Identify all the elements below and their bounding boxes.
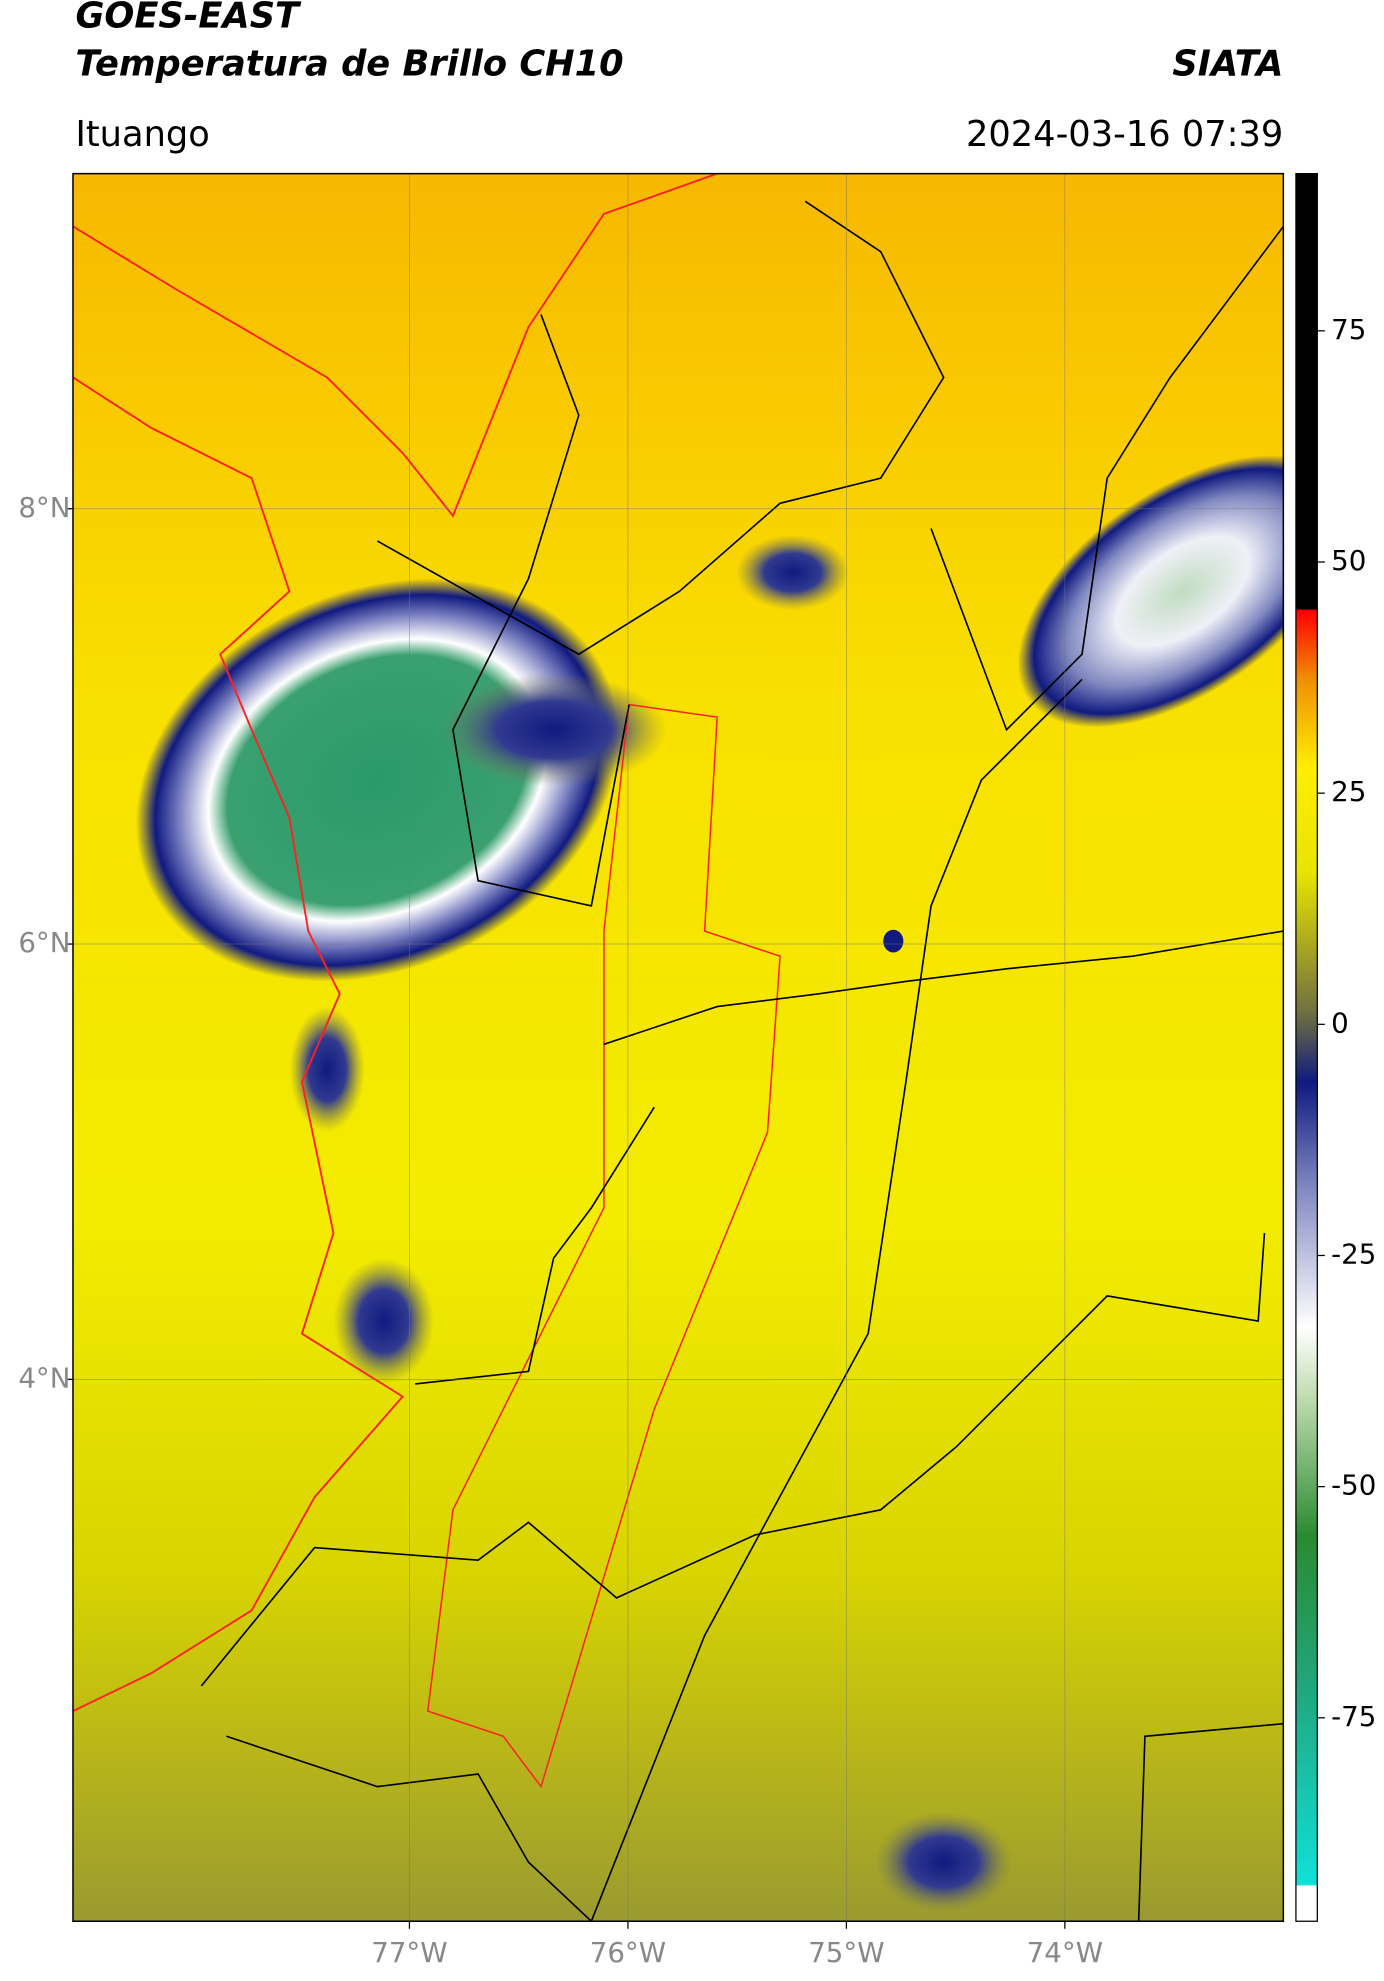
map-frame [72,172,1285,1922]
colorbar-tick-label: -50 [1331,1469,1376,1502]
location: Ituango [75,114,209,155]
colorbar-ticks: 75 50 25 0 -25 -50 -75 [1317,313,1376,1733]
y-tick-label: 6°N [18,926,70,959]
y-tick-label: 4°N [18,1361,70,1394]
map-image [72,173,1284,1922]
title: GOES-EAST [75,0,302,37]
colorbar-tick-label: 50 [1331,544,1366,577]
colorbar-tick-label: 75 [1331,313,1366,346]
colorbar-tick-label: 25 [1331,775,1366,808]
colorbar [1295,172,1318,1922]
y-tick-label: 8°N [18,491,70,524]
x-tick-label: 75°W [808,1936,884,1969]
colorbar-tick-label: -75 [1331,1700,1376,1733]
colorbar-tick-label: -25 [1331,1237,1376,1270]
x-tick-label: 77°W [371,1936,447,1969]
agency: SIATA [1172,43,1283,84]
datetime: 2024-03-16 07:39 [966,114,1283,155]
x-tick-label: 76°W [590,1936,666,1969]
colorbar-tick-label: 0 [1331,1006,1349,1039]
graticule: 77°W 76°W 75°W 74°W 8°N 6°N 4°N [18,173,1284,1969]
x-tick-label: 74°W [1027,1936,1103,1969]
subtitle: Temperatura de Brillo CH10 [75,43,623,84]
